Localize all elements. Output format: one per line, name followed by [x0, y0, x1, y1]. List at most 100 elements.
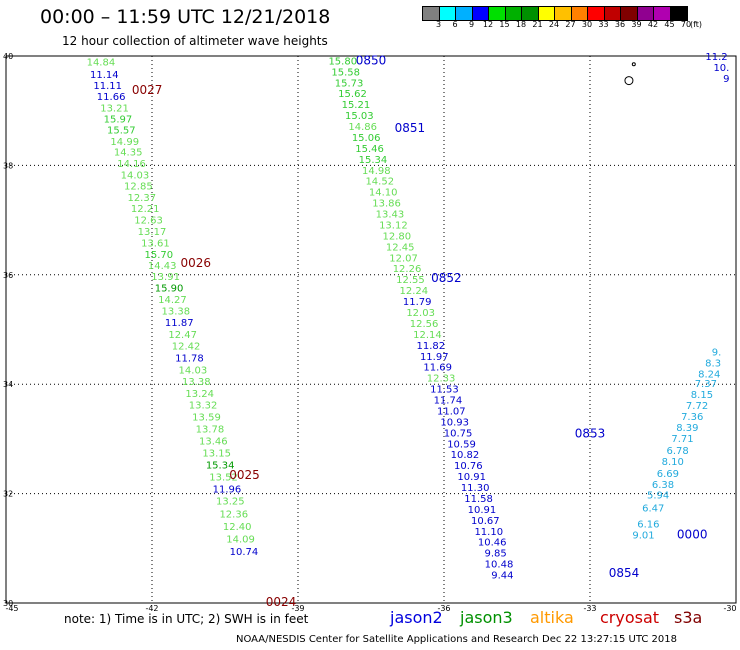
swh-value-label: 7.37 [695, 379, 717, 390]
color-scale-label: 45 [664, 20, 675, 29]
chart-subtitle: 12 hour collection of altimeter wave hei… [62, 34, 328, 48]
swh-value-label: 10.82 [451, 450, 480, 461]
swh-value-label: 13.38 [162, 306, 191, 317]
color-swatch [588, 7, 605, 20]
color-swatch [604, 7, 621, 20]
swh-value-label: 12.07 [389, 253, 418, 264]
swh-value-label: 12.24 [400, 286, 429, 297]
color-scale-label: 24 [548, 20, 560, 29]
swh-value-label: 6.38 [652, 480, 674, 491]
color-swatch [571, 7, 588, 20]
swh-value-label: 10.46 [478, 538, 507, 549]
y-tick-label: 40 [3, 52, 13, 61]
swh-value-label: 15.73 [335, 78, 364, 89]
swh-value-label: 15.58 [331, 67, 360, 78]
swh-value-label: 12.47 [168, 330, 197, 341]
swh-value-label: 14.03 [121, 171, 150, 182]
swh-value-label: 14.99 [110, 137, 139, 148]
x-tick-label: -42 [145, 604, 158, 613]
x-tick-label: -30 [723, 604, 736, 613]
color-swatch [423, 7, 440, 20]
swh-value-label: 14.27 [158, 295, 187, 306]
color-swatch [472, 7, 489, 20]
swh-value-label: 10.91 [457, 472, 486, 483]
swh-value-label: 11.74 [434, 396, 463, 407]
chart-title: 00:00 – 11:59 UTC 12/21/2018 [40, 6, 331, 28]
swh-value-label: 9 [723, 74, 729, 85]
swh-value-label: 12.33 [427, 374, 456, 385]
pass-time-label: 0853 [575, 426, 606, 440]
swh-value-label: 11.96 [213, 485, 242, 496]
swh-value-label: 15.34 [206, 461, 235, 472]
swh-value-label: 14.10 [369, 188, 398, 199]
color-scale-label: 9 [468, 20, 475, 29]
swh-value-label: 9.01 [632, 531, 654, 542]
swh-value-label: 13.25 [216, 497, 245, 508]
swh-value-label: 6.69 [657, 469, 679, 480]
swh-value-label: 10.74 [230, 547, 259, 558]
swh-value-label: 13.52 [209, 473, 238, 484]
swh-value-label: 8.24 [698, 369, 720, 380]
x-tick-label: -36 [437, 604, 450, 613]
swh-value-label: 12.40 [223, 522, 252, 533]
swh-value-label: 14.09 [226, 534, 255, 545]
swh-value-label: 10.76 [454, 461, 483, 472]
color-scale-label: 21 [532, 20, 543, 29]
swh-value-label: 15.34 [359, 155, 388, 166]
y-tick-label: 36 [3, 271, 13, 280]
swh-value-label: 13.17 [138, 227, 167, 238]
swh-value-label: 11.10 [474, 527, 503, 538]
swh-value-label: 8.15 [691, 390, 713, 401]
color-swatch [670, 7, 687, 20]
swh-value-label: 13.91 [151, 272, 180, 283]
swh-value-label: 10.67 [471, 516, 500, 527]
color-swatch [555, 7, 572, 20]
plot-frame [5, 55, 737, 604]
legend-s3a: s3a [674, 608, 703, 627]
y-tick-label: 32 [3, 490, 13, 499]
legend-cryosat: cryosat [600, 608, 660, 627]
color-scale-label: 42 [647, 20, 659, 29]
color-scale-label: (ft) [689, 20, 703, 29]
units-note: note: 1) Time is in UTC; 2) SWH is in fe… [64, 612, 309, 626]
swh-value-label: 13.59 [192, 412, 221, 423]
swh-value-label: 10.93 [440, 417, 469, 428]
swh-value-label: 14.43 [148, 261, 177, 272]
swh-value-label: 5.94 [647, 491, 669, 502]
color-scale-label: 39 [631, 20, 642, 29]
swh-value-label: 11.14 [90, 70, 119, 81]
x-tick-label: -45 [5, 604, 18, 613]
y-tick-label: 38 [3, 161, 13, 170]
swh-value-label: 12.14 [413, 330, 442, 341]
color-scale-label: 15 [499, 20, 510, 29]
swh-value-label: 14.98 [362, 166, 391, 177]
swh-value-label: 11.69 [423, 363, 452, 374]
color-scale-label: 70 [680, 20, 692, 29]
color-swatch [654, 7, 671, 20]
color-swatch [505, 7, 522, 20]
swh-value-label: 15.57 [107, 125, 136, 136]
swh-value-label: 8.39 [676, 423, 698, 434]
swh-value-label: 10.59 [447, 439, 476, 450]
swh-value-label: 12.36 [219, 509, 248, 520]
swh-value-label: 13.46 [199, 437, 228, 448]
swh-value-label: 12.63 [134, 216, 163, 227]
swh-value-label: 12.56 [410, 319, 439, 330]
swh-value-label: 7.71 [671, 434, 693, 445]
swh-value-label: 15.03 [345, 111, 374, 122]
swh-value-label: 7.72 [686, 401, 708, 412]
swh-value-label: 11.97 [420, 352, 449, 363]
pass-time-label: 0850 [356, 53, 387, 67]
island-marker [624, 76, 634, 86]
swh-value-label: 11.30 [461, 483, 490, 494]
swh-value-label: 14.03 [179, 365, 208, 376]
swh-value-label: 13.21 [100, 103, 129, 114]
swh-value-label: 13.38 [182, 377, 211, 388]
swh-value-label: 13.12 [379, 220, 408, 231]
swh-value-label: 11.82 [417, 341, 446, 352]
swh-value-label: 6.16 [637, 520, 659, 531]
swh-value-label: 6.47 [642, 503, 664, 514]
color-scale-label: 12 [482, 20, 494, 29]
legend-altika: altika [530, 608, 574, 627]
swh-value-label: 13.32 [189, 400, 218, 411]
